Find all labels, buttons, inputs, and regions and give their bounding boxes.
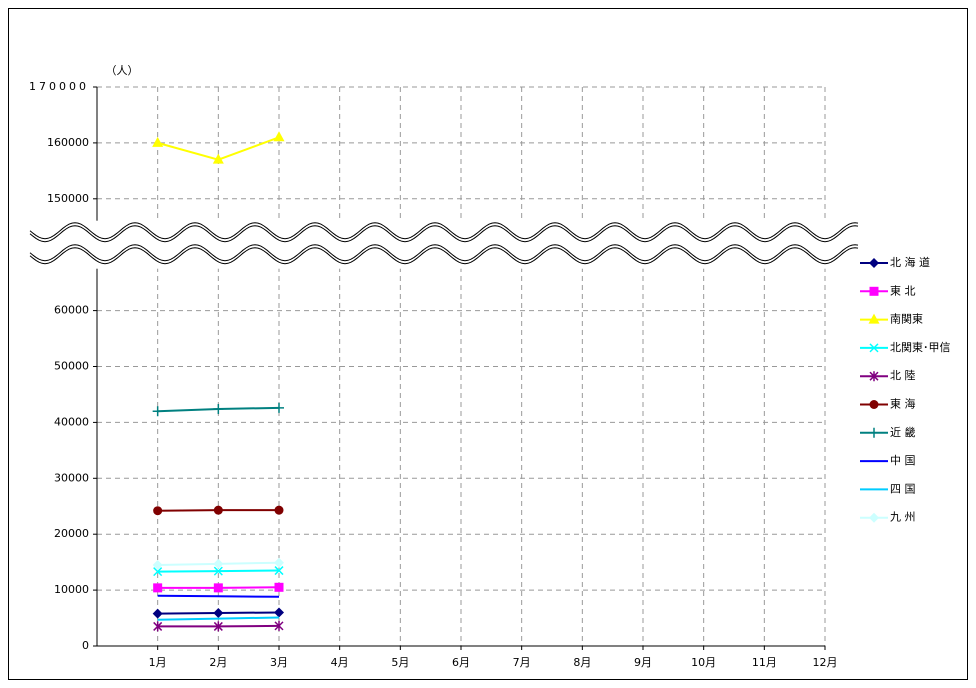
marker bbox=[274, 402, 284, 413]
marker bbox=[274, 620, 284, 631]
marker bbox=[152, 559, 163, 570]
x-tick-label: 8月 bbox=[573, 656, 591, 669]
y-tick-label: 50000 bbox=[54, 360, 89, 373]
legend-marker bbox=[869, 286, 879, 296]
y-tick-label: 160000 bbox=[47, 136, 89, 149]
legend-marker bbox=[869, 400, 879, 409]
marker bbox=[152, 136, 164, 147]
marker bbox=[213, 403, 224, 414]
y-tick-label: 170000 bbox=[29, 80, 89, 93]
x-tick-label: 4月 bbox=[331, 656, 349, 669]
x-tick-label: 2月 bbox=[209, 656, 227, 669]
x-tick-label: 10月 bbox=[691, 656, 716, 669]
marker bbox=[274, 607, 284, 618]
axis-break-fill bbox=[29, 234, 859, 254]
legend-marker bbox=[869, 258, 879, 268]
legend-marker bbox=[869, 371, 879, 382]
x-tick-label: 11月 bbox=[752, 656, 777, 669]
axis-break-fill bbox=[29, 227, 859, 247]
legend-label: 四 国 bbox=[890, 482, 916, 495]
marker bbox=[213, 583, 223, 593]
y-tick-label: 0 bbox=[82, 639, 89, 652]
y-tick-label: 20000 bbox=[54, 527, 89, 540]
y-tick-label: 40000 bbox=[54, 415, 89, 428]
x-tick-label: 6月 bbox=[452, 656, 470, 669]
marker bbox=[274, 582, 284, 592]
x-tick-label: 3月 bbox=[270, 656, 288, 669]
y-tick-label: 150000 bbox=[47, 192, 89, 205]
y-tick-label: 30000 bbox=[54, 471, 89, 484]
legend-label: 北 海 道 bbox=[890, 255, 930, 269]
marker bbox=[152, 608, 163, 619]
marker bbox=[274, 566, 284, 576]
legend-label: 近 畿 bbox=[890, 425, 916, 439]
marker bbox=[273, 131, 285, 142]
axis-break-fill bbox=[29, 237, 859, 257]
marker bbox=[274, 557, 284, 568]
marker bbox=[274, 505, 284, 515]
legend-marker bbox=[869, 427, 879, 438]
x-tick-label: 1月 bbox=[149, 656, 167, 669]
axis-break bbox=[29, 247, 859, 265]
x-tick-label: 7月 bbox=[513, 656, 531, 669]
chart-frame bbox=[8, 8, 968, 680]
y-tick-label: 10000 bbox=[54, 583, 89, 596]
axis-break bbox=[29, 222, 859, 240]
x-tick-label: 9月 bbox=[634, 656, 652, 669]
marker bbox=[153, 506, 163, 516]
legend-label: 東 海 bbox=[890, 397, 916, 411]
x-tick-label: 5月 bbox=[391, 656, 409, 669]
marker bbox=[213, 566, 223, 576]
y-unit-label: （人） bbox=[106, 64, 139, 77]
legend-label: 南関東 bbox=[890, 313, 923, 326]
legend-label: 北 陸 bbox=[890, 369, 916, 382]
legend-label: 北関東･甲信 bbox=[890, 341, 951, 354]
marker bbox=[213, 505, 223, 515]
legend-label: 東 北 bbox=[890, 284, 916, 297]
marker bbox=[213, 621, 223, 632]
marker bbox=[212, 153, 224, 164]
x-tick-label: 12月 bbox=[813, 656, 838, 669]
legend-label: 九 州 bbox=[890, 511, 916, 524]
axis-break-fill bbox=[29, 230, 859, 250]
marker bbox=[153, 621, 163, 632]
marker bbox=[152, 406, 163, 417]
marker bbox=[213, 558, 224, 569]
legend-marker bbox=[869, 343, 879, 353]
axis-break-fill bbox=[29, 240, 859, 260]
axis-break bbox=[29, 225, 859, 243]
series-line bbox=[157, 616, 280, 621]
axis-break bbox=[29, 244, 859, 262]
legend-marker bbox=[869, 512, 879, 523]
marker bbox=[213, 608, 224, 619]
marker bbox=[153, 567, 163, 577]
series-line bbox=[157, 594, 280, 598]
y-tick-label: 60000 bbox=[54, 304, 89, 317]
legend-marker bbox=[868, 313, 880, 324]
marker bbox=[153, 583, 163, 593]
legend-label: 中 国 bbox=[890, 454, 916, 467]
